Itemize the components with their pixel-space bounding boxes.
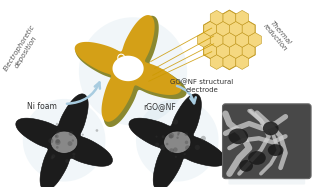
Polygon shape [129,94,226,189]
Polygon shape [217,44,229,58]
Polygon shape [236,10,249,25]
Polygon shape [210,55,223,69]
Circle shape [195,145,200,150]
Polygon shape [229,44,242,58]
Polygon shape [236,33,249,47]
Circle shape [201,136,206,141]
Circle shape [177,132,180,134]
Polygon shape [204,44,217,58]
Circle shape [79,17,187,125]
Circle shape [72,139,74,142]
Circle shape [162,135,165,138]
Circle shape [155,143,159,147]
Polygon shape [112,56,144,81]
Ellipse shape [268,144,284,156]
Circle shape [68,141,72,146]
Polygon shape [242,44,255,58]
Text: GO@NF structural
electrode: GO@NF structural electrode [170,79,233,93]
FancyBboxPatch shape [228,175,305,184]
FancyArrowPatch shape [177,86,196,103]
Circle shape [72,153,76,156]
Circle shape [55,135,57,137]
Polygon shape [198,33,210,47]
Ellipse shape [263,122,278,135]
Circle shape [169,148,174,153]
Text: Thermal
reduction: Thermal reduction [262,18,293,52]
Circle shape [72,156,75,158]
Polygon shape [223,10,236,25]
Polygon shape [210,33,223,47]
Circle shape [166,143,169,145]
Circle shape [185,145,190,150]
Polygon shape [115,59,147,84]
Polygon shape [229,22,242,36]
Polygon shape [223,33,236,47]
Ellipse shape [228,129,248,144]
Polygon shape [204,10,255,69]
Circle shape [69,131,73,136]
Circle shape [57,130,60,133]
Ellipse shape [239,160,253,172]
Circle shape [56,132,58,134]
Circle shape [173,147,178,152]
Circle shape [65,159,69,163]
Ellipse shape [248,151,266,165]
Polygon shape [223,55,236,69]
Text: Electrophoretic
deposition: Electrophoretic deposition [3,24,43,76]
Circle shape [160,144,165,150]
Circle shape [48,138,53,143]
Circle shape [155,136,158,138]
Circle shape [185,141,188,144]
Circle shape [169,132,174,138]
Polygon shape [51,131,78,153]
Circle shape [173,119,178,125]
Circle shape [56,123,58,125]
Circle shape [23,99,106,182]
Circle shape [50,138,52,140]
Polygon shape [16,94,112,189]
Text: rGO@NF: rGO@NF [143,102,175,111]
Circle shape [184,153,186,155]
FancyArrowPatch shape [67,82,100,104]
Circle shape [55,139,60,145]
Text: Ni foam: Ni foam [27,102,57,111]
Circle shape [177,134,179,136]
Polygon shape [242,22,255,36]
Circle shape [52,154,55,158]
Circle shape [51,156,54,159]
Circle shape [55,134,59,138]
Polygon shape [236,55,249,69]
Circle shape [175,156,177,158]
Polygon shape [217,22,229,36]
Circle shape [82,134,84,136]
Circle shape [185,132,188,136]
Circle shape [55,139,60,143]
FancyBboxPatch shape [222,104,311,179]
Polygon shape [249,33,261,47]
Circle shape [176,137,179,139]
Circle shape [169,134,173,139]
Polygon shape [204,22,217,36]
Circle shape [56,146,59,149]
Polygon shape [210,10,223,25]
Circle shape [95,129,98,132]
Polygon shape [75,15,181,122]
Circle shape [136,99,219,182]
Polygon shape [75,16,187,127]
Polygon shape [164,131,191,153]
